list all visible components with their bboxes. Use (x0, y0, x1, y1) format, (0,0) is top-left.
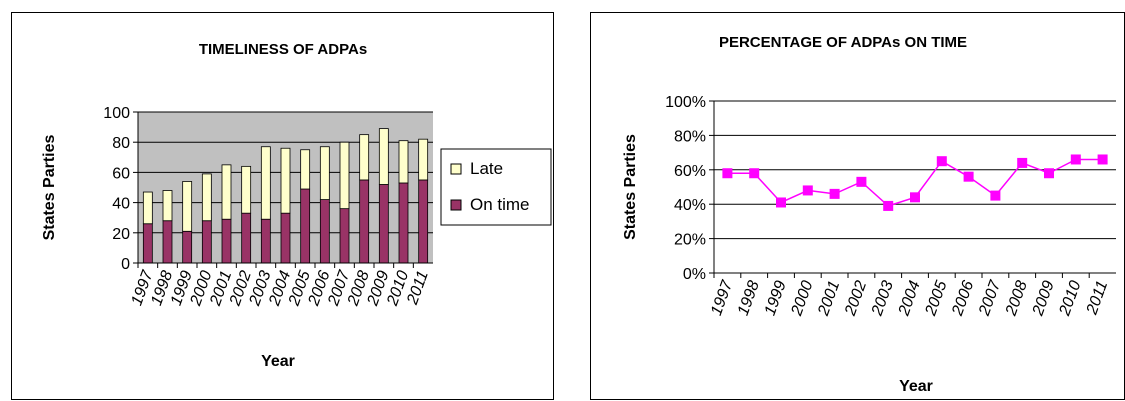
bar-on-time (201, 220, 212, 264)
y-tick-label: 20% (674, 232, 706, 249)
y-tick-label: 40 (112, 196, 130, 213)
bar-on-time (378, 184, 389, 264)
x-tick-label: 2000 (788, 278, 817, 318)
legend-swatch (450, 199, 462, 211)
x-tick-label: 2005 (922, 278, 951, 318)
bar-late (221, 164, 232, 220)
data-point (883, 200, 894, 211)
y-tick-label: 20 (112, 226, 130, 243)
bar-on-time (142, 223, 153, 264)
y-tick-label: 100% (665, 94, 706, 111)
data-point (936, 156, 947, 167)
bar-late (418, 138, 429, 181)
legend-label: On time (470, 195, 530, 214)
y-tick-label: 0 (121, 256, 130, 273)
x-tick-label: 2006 (949, 278, 978, 318)
y-tick-label: 100 (103, 105, 130, 122)
x-tick-label: 2003 (868, 278, 897, 318)
y-tick-label: 80% (674, 128, 706, 145)
data-point (1097, 154, 1108, 165)
bar-on-time (280, 212, 291, 264)
data-point (802, 185, 813, 196)
bar-on-time (398, 182, 409, 264)
data-point (722, 168, 733, 179)
legend-swatch (450, 163, 462, 175)
bar-on-time (359, 179, 370, 264)
x-tick-label: 2009 (1029, 278, 1058, 318)
x-tick-label: 2004 (895, 278, 924, 318)
data-point (776, 197, 786, 208)
bar-late (201, 173, 212, 222)
bar-on-time (182, 230, 193, 264)
y-axis-title: States Parties (41, 134, 58, 240)
timeliness-chart-svg: TIMELINESS OF ADPAs020406080100199719981… (41, 41, 552, 370)
x-tick-label: 2001 (815, 279, 843, 319)
x-tick-label: 2007 (976, 278, 1005, 319)
bar-on-time (339, 208, 350, 264)
data-point (1070, 154, 1081, 165)
data-point (749, 168, 760, 179)
data-point (829, 188, 840, 199)
x-tick-label: 1997 (708, 278, 737, 318)
bar-late (319, 146, 330, 200)
bar-on-time (221, 218, 232, 264)
bar-late (260, 146, 271, 220)
chart-title: TIMELINESS OF ADPAs (199, 41, 367, 58)
bar-late (241, 165, 252, 214)
x-axis-title: Year (899, 378, 933, 395)
bar-late (398, 140, 409, 184)
data-point (910, 192, 920, 203)
x-tick-label: 2008 (1002, 278, 1031, 318)
y-tick-label: 40% (674, 197, 706, 214)
x-axis-title: Year (261, 353, 295, 370)
y-axis-title: States Parties (622, 134, 639, 240)
bar-on-time (162, 220, 173, 264)
data-point (963, 171, 974, 182)
y-tick-label: 60 (112, 165, 130, 182)
data-point (856, 176, 867, 187)
timeliness-chart: TIMELINESS OF ADPAs 0 20 40 60 80 100 1997 1998 1… (11, 12, 554, 400)
bar-late (142, 191, 153, 225)
bar-late (182, 181, 193, 232)
percentage-chart: PERCENTAGE OF ADPAs ON TIME 0% 20% 40% 60% 80… (590, 12, 1125, 400)
x-tick-label: 2002 (842, 278, 871, 318)
y-tick-label: 80 (112, 135, 130, 152)
bar-late (339, 141, 350, 210)
data-point (990, 190, 1001, 201)
bar-on-time (300, 188, 311, 264)
bar-late (378, 128, 389, 185)
x-tick-label: 1999 (762, 278, 790, 317)
chart-title: PERCENTAGE OF ADPAs ON TIME (719, 34, 967, 51)
x-tick-label: 1998 (735, 278, 763, 317)
percentage-chart-svg: PERCENTAGE OF ADPAs ON TIME 0% 20% 40% 60% 80… (622, 34, 1116, 395)
y-tick-label: 0% (683, 266, 706, 283)
legend-label: Late (470, 159, 503, 178)
legend-box (440, 148, 552, 226)
bar-on-time (319, 199, 330, 264)
bar-late (300, 149, 311, 190)
x-tick-label: 2011 (1083, 279, 1111, 318)
data-point (1044, 168, 1054, 179)
data-point (1017, 157, 1028, 168)
bar-on-time (241, 212, 252, 264)
y-tick-label: 60% (674, 163, 706, 180)
bar-late (359, 134, 370, 181)
bar-late (280, 147, 291, 214)
x-tick-label: 2010 (1056, 278, 1085, 318)
bar-late (162, 190, 173, 222)
bar-on-time (418, 179, 429, 264)
bar-on-time (260, 218, 271, 264)
